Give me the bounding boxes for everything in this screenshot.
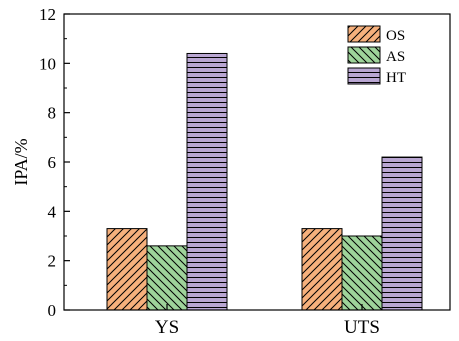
bar-os-uts bbox=[301, 228, 343, 311]
y-tick-label: 4 bbox=[48, 202, 57, 221]
x-tick-label-uts: UTS bbox=[344, 317, 380, 338]
y-tick-label: 2 bbox=[48, 252, 57, 271]
bar-os-ys bbox=[106, 228, 148, 311]
x-tick-label-ys: YS bbox=[155, 317, 179, 338]
y-tick-label: 8 bbox=[48, 104, 57, 123]
legend-label-os: OS bbox=[386, 28, 405, 44]
bars-layer bbox=[106, 52, 423, 311]
y-tick-label: 0 bbox=[48, 301, 57, 320]
ticks-layer: 0 2 4 6 8 10 12 YS UTS bbox=[39, 5, 380, 338]
y-tick-label: 12 bbox=[39, 5, 56, 24]
legend-swatch-as bbox=[347, 46, 381, 64]
legend-swatch-os bbox=[347, 25, 381, 43]
legend-swatch-ht bbox=[347, 67, 381, 85]
legend-label-ht: HT bbox=[386, 70, 406, 86]
bar-ht-uts bbox=[381, 156, 423, 311]
bar-ht-ys bbox=[186, 52, 228, 311]
bar-as-ys bbox=[146, 245, 188, 311]
y-tick-label: 6 bbox=[48, 153, 57, 172]
legend: OS AS HT bbox=[347, 25, 406, 86]
y-tick-label: 10 bbox=[39, 54, 56, 73]
y-axis-title: IPA/% bbox=[11, 138, 31, 185]
bar-as-uts bbox=[341, 235, 383, 311]
legend-label-as: AS bbox=[386, 49, 405, 65]
